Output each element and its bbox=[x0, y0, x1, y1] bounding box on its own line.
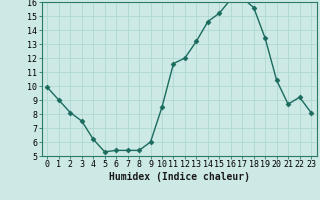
X-axis label: Humidex (Indice chaleur): Humidex (Indice chaleur) bbox=[109, 172, 250, 182]
